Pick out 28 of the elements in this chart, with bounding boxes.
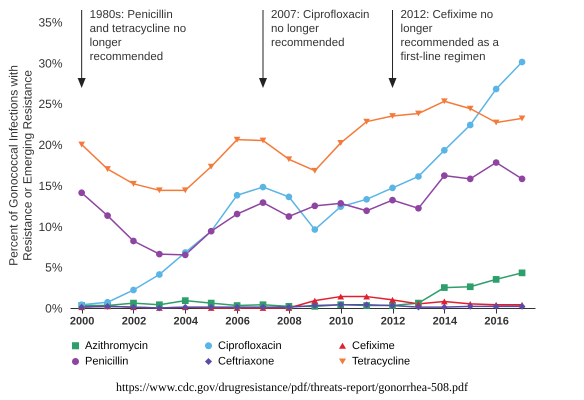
x-tick-label: 2002: [122, 316, 146, 328]
legend-label: Ceftriaxone: [218, 356, 274, 368]
y-tick-label: 0%: [45, 302, 63, 316]
y-tick-label: 5%: [45, 260, 63, 275]
legend-label: Cefixime: [352, 340, 395, 352]
ref-line-label: 2012: Cefixime no longer recommended as a first-line regimen: [400, 8, 500, 64]
y-tick-label: 10%: [38, 220, 63, 234]
legend-label: Azithromycin: [85, 340, 148, 352]
x-tick-label: 2016: [484, 316, 509, 328]
x-tick-label: 2008: [277, 316, 302, 328]
y-tick-label: 30%: [38, 56, 63, 70]
x-tick-label: 2014: [432, 316, 458, 328]
x-tick-label: 2010: [328, 316, 354, 328]
ref-line-label: 2007: Ciprofloxacin no longer recommended: [270, 8, 370, 50]
x-tick-label: 2004: [174, 316, 199, 328]
text: https://www.cdc.gov/drugresistance/pdf/threats-report/gonorrhea-508.pdf: [114, 380, 470, 395]
legend-label: Tetracycline: [352, 356, 410, 368]
legend-label: Penicillin: [85, 356, 128, 368]
y-tick-label: 35%: [38, 16, 63, 30]
x-tick-label: 2006: [225, 316, 250, 328]
y-tick-label: 25%: [38, 97, 63, 112]
ref-line-label: 1980s: Penicillin and tetracycline no longer recommended: [90, 8, 188, 64]
x-tick-label: 2012: [380, 316, 406, 328]
legend-label: Ciprofloxacin: [218, 340, 282, 352]
y-axis-title: Percent of Gonococcal Infections with Resistance or Emerging Resistance: [6, 65, 34, 266]
y-tick-label: 15%: [38, 178, 63, 193]
y-tick-label: 20%: [38, 138, 63, 152]
x-tick-label: 2000: [70, 316, 94, 328]
